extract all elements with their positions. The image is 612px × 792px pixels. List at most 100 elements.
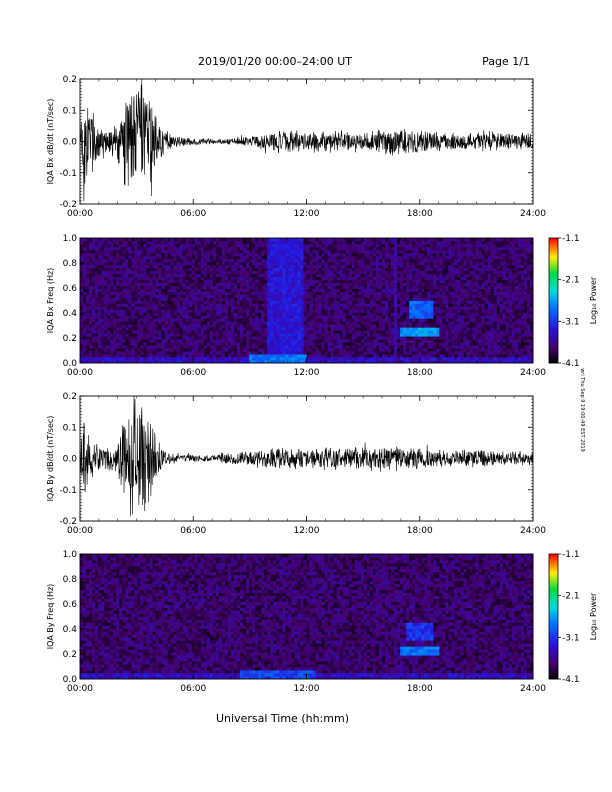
spectrogram-cell (227, 336, 232, 340)
spectrogram-cell (261, 318, 265, 322)
spectrogram-cell (173, 351, 177, 355)
spectrogram-cell (336, 354, 341, 358)
spectrogram-cell (101, 291, 105, 295)
spectrogram-cell (252, 288, 256, 292)
spectrogram-cell (182, 357, 187, 361)
spectrogram-cell (176, 312, 181, 316)
spectrogram-cell (412, 327, 416, 331)
spectrogram-cell (300, 348, 304, 352)
spectrogram-cell (188, 333, 193, 337)
spectrogram-cell (86, 342, 90, 346)
spectrogram-cell (403, 321, 407, 325)
spectrogram-cell (424, 243, 428, 248)
spectrogram-cell (345, 348, 350, 352)
spectrogram-cell (397, 330, 401, 334)
spectrogram-cell (119, 312, 123, 316)
spectrogram-cell (375, 294, 380, 298)
spectrogram-cell (107, 249, 111, 254)
spectrogram-cell (279, 303, 283, 307)
spectrogram-cell (285, 297, 289, 301)
spectrogram-cell (406, 312, 410, 316)
spectrogram-cell (161, 360, 165, 364)
spectrogram-cell (421, 267, 425, 272)
spectrogram-cell (131, 357, 135, 361)
spectrogram-cell (288, 342, 292, 346)
spectrogram-cell (382, 312, 386, 316)
spectrogram-cell (339, 303, 344, 307)
spectrogram-cell (197, 240, 202, 245)
spectrogram-cell (261, 327, 265, 331)
spectrogram-cell (255, 240, 259, 245)
spectrogram-cell (200, 303, 205, 307)
spectrogram-cell (397, 300, 401, 304)
spectrogram-cell (357, 303, 362, 307)
spectrogram-cell (372, 258, 377, 263)
spectrogram-cell (378, 345, 383, 349)
spectrogram-cell (98, 270, 102, 275)
spectrogram-cell (131, 238, 135, 242)
spectrogram-cell (382, 354, 386, 358)
spectrogram-cell (394, 309, 398, 313)
spectrogram-cell (249, 345, 253, 349)
spectrogram-cell (297, 249, 301, 254)
spectrogram-cell (336, 285, 341, 289)
spectrogram-cell (297, 264, 301, 269)
spectrogram-cell (194, 306, 199, 310)
spectrogram-cell (240, 300, 244, 304)
spectrogram-cell (412, 261, 416, 266)
spectrogram-cell (382, 342, 386, 346)
spectrogram-cell (267, 255, 271, 260)
spectrogram-cell (400, 306, 404, 310)
spectrogram-cell (303, 354, 307, 358)
spectrogram-cell (348, 240, 353, 245)
spectrogram-cell (125, 285, 129, 289)
spectrogram-cell (140, 342, 144, 346)
spectrogram-cell (209, 273, 214, 278)
spectrogram-cell (86, 300, 90, 304)
spectrogram-cell (122, 288, 126, 292)
spectrogram-cell (315, 354, 319, 358)
spectrogram-cell (80, 288, 84, 292)
spectrogram-cell (131, 324, 135, 328)
spectrogram-cell (385, 324, 389, 328)
spectrogram-cell (306, 333, 310, 337)
spectrogram-cell (119, 342, 123, 346)
spectrogram-cell (200, 357, 205, 361)
spectrogram-cell (321, 285, 325, 289)
spectrogram-cell (294, 243, 298, 248)
spectrogram-cell (385, 318, 389, 322)
spectrogram-cell (276, 351, 280, 355)
spectrogram-cell (309, 357, 313, 361)
spectrogram-cell (351, 261, 356, 266)
spectrogram-cell (164, 321, 168, 325)
spectrogram-cell (424, 261, 428, 266)
spectrogram-cell (255, 273, 259, 278)
spectrogram-cell (176, 258, 181, 263)
spectrogram-cell (369, 270, 374, 275)
spectrogram-cell (261, 336, 265, 340)
spectrogram-cell (113, 258, 117, 263)
spectrogram-cell (330, 238, 335, 242)
spectrogram-cell (318, 315, 322, 319)
spectrogram-cell (345, 303, 350, 307)
spectrogram-cell (388, 258, 392, 263)
spectrogram-cell (131, 339, 135, 343)
spectrogram-cell (255, 318, 259, 322)
spectrogram-cell (252, 261, 256, 266)
spectrogram-cell (152, 276, 156, 281)
spectrogram-cell (101, 261, 105, 266)
spectrogram-cell (412, 255, 416, 260)
spectrogram-cell (309, 264, 313, 269)
spectrogram-cell (143, 288, 147, 292)
spectrogram-cell (237, 267, 241, 272)
spectrogram-cell (243, 288, 247, 292)
spectrogram-cell (158, 252, 162, 257)
spectrogram-cell (101, 339, 105, 343)
spectrogram-cell (89, 300, 93, 304)
spectrogram-cell (252, 324, 256, 328)
spectrogram-cell (155, 339, 159, 343)
spectrogram-cell (366, 243, 371, 248)
spectrogram-cell (86, 354, 90, 358)
spectrogram-cell (312, 333, 316, 337)
spectrogram-cell (360, 267, 365, 272)
